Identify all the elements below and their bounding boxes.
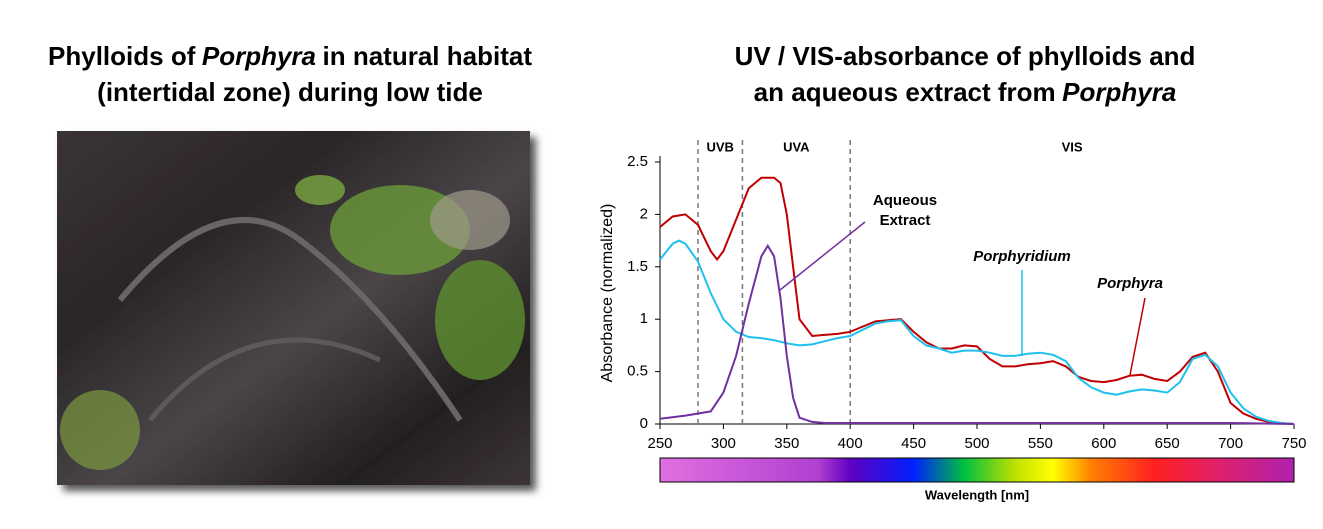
y-tick-label: 0 [640,415,648,432]
photo-title: Phylloids of Porphyra in natural habitat (i… [10,38,570,110]
photo [57,131,530,485]
series-line [659,243,1295,425]
seaweed-green [295,175,345,205]
y-axis-label: Absorbance (normalized) [599,204,616,383]
title-line: (intertidal zone) during low tide [10,74,570,110]
series-label: Porphyra [1097,275,1163,292]
title-text: UV / VIS-absorbance of phylloids and [734,41,1196,71]
series-line [659,239,1295,425]
x-tick-label: 350 [774,435,799,452]
x-tick-label: 700 [1218,435,1243,452]
label-pointer [779,221,866,291]
title-line: an aqueous extract from Porphyra [665,74,1265,110]
x-tick-label: 650 [1155,435,1180,452]
y-tick-label: 2.5 [627,153,648,170]
y-tick-label: 2 [640,205,648,222]
title-line: UV / VIS-absorbance of phylloids and [665,38,1265,74]
spectrum-bar [659,457,1295,483]
series-line [659,176,1295,425]
sand [430,190,510,250]
x-tick-label: 550 [1028,435,1053,452]
title-line: Phylloids of Porphyra in natural habitat [10,38,570,74]
sheen [117,217,463,422]
x-tick-label: 600 [1091,435,1116,452]
x-axis-label: Wavelength [nm] [925,487,1029,502]
title-text: Porphyra [201,41,317,71]
x-tick-label: 450 [901,435,926,452]
seaweed-green [435,260,525,380]
y-tick-label: 1 [640,310,648,327]
series-label: Porphyridium [973,248,1071,265]
x-tick-label: 300 [711,435,736,452]
x-tick-label: 250 [647,435,672,452]
region-label: UVA [783,139,810,154]
x-tick-label: 750 [1281,435,1306,452]
title-text: Phylloids of [48,41,196,71]
x-tick-label: 400 [838,435,863,452]
title-text: (intertidal zone) during low tide [97,77,483,107]
seaweed-green [60,390,140,470]
y-tick-label: 0.5 [627,363,648,380]
title-text: an aqueous extract from [753,77,1056,107]
title-text: in natural habitat [322,41,532,71]
x-tick-label: 500 [964,435,989,452]
series-label: Aqueous Extract [872,192,938,229]
sheen [148,337,382,422]
region-label: VIS [1062,139,1083,154]
chart-title: UV / VIS-absorbance of phylloids and an a… [665,38,1265,110]
y-tick-label: 1.5 [627,258,648,275]
title-text: Porphyra [1062,77,1177,107]
chart: 0 0.5 1 1.5 2 2.5 250 300 350 400 450 500 550 600 650 7… [599,139,1306,502]
label-pointer [1129,297,1146,376]
region-label: UVB [707,139,734,154]
